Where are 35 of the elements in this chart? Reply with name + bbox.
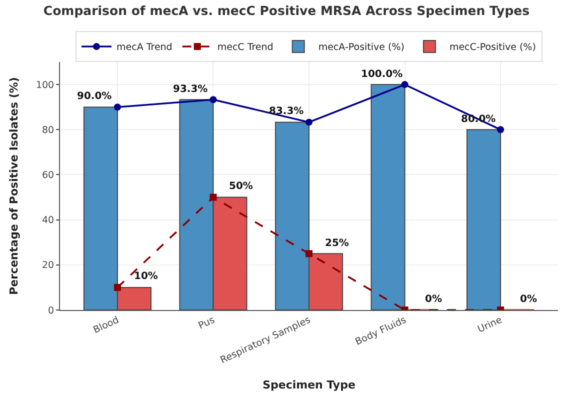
x-tick-label: Pus bbox=[196, 314, 217, 332]
legend-label: mecC-Positive (%) bbox=[449, 42, 536, 54]
point bbox=[401, 81, 408, 88]
point bbox=[306, 118, 312, 126]
point bbox=[306, 250, 312, 258]
point bbox=[114, 284, 121, 291]
point bbox=[114, 104, 121, 111]
point bbox=[497, 126, 504, 134]
data-label: 100.0% bbox=[361, 69, 403, 80]
data-label: 0% bbox=[520, 294, 537, 305]
legend-label: mecA-Positive (%) bbox=[318, 42, 404, 54]
data-label: 0% bbox=[425, 294, 442, 305]
legend-label: mecC Trend bbox=[217, 42, 274, 54]
data-label: 25% bbox=[325, 238, 349, 249]
data-label: 90.0% bbox=[77, 91, 112, 102]
x-axis-title: Specimen Type bbox=[262, 378, 356, 392]
y-tick-label: 80 bbox=[42, 124, 54, 136]
legend-label: mecA Trend bbox=[116, 42, 172, 54]
data-label: 10% bbox=[134, 271, 158, 282]
y-tick-label: 60 bbox=[42, 170, 54, 182]
y-tick-label: 0 bbox=[48, 305, 54, 316]
bar bbox=[466, 129, 502, 310]
y-tick-label: 20 bbox=[42, 260, 54, 272]
data-label: 50% bbox=[229, 181, 253, 192]
point bbox=[210, 194, 217, 201]
y-tick-label: 40 bbox=[42, 215, 54, 226]
point bbox=[210, 96, 217, 104]
bar bbox=[370, 84, 406, 310]
data-label: 93.3% bbox=[173, 84, 208, 95]
chart-title: Comparison of mecA vs. mecC Positive MRSA Across Specimen Types bbox=[43, 2, 530, 18]
y-tick-label: 100 bbox=[36, 80, 54, 91]
x-tick-label: Body Fluids bbox=[354, 314, 408, 348]
x-tick-label: Urine bbox=[476, 314, 504, 336]
y-axis-title: Percentage of Positive Isolates (%) bbox=[8, 77, 21, 295]
data-label: 83.3% bbox=[269, 106, 304, 117]
